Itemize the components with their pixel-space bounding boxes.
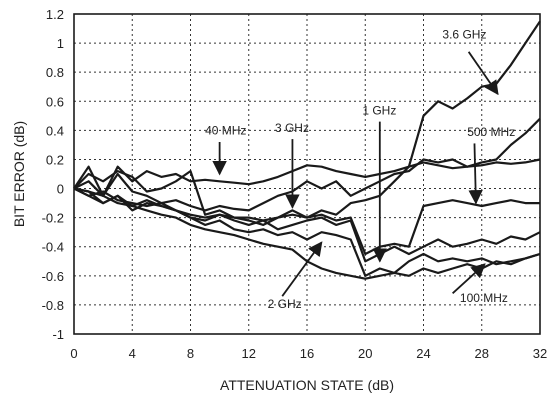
y-tick-label: -0.8 — [42, 298, 64, 313]
annotation-label-500-mhz: 500 MHz — [467, 125, 515, 139]
y-tick-label: -0.4 — [42, 240, 64, 255]
x-tick-label: 8 — [187, 346, 194, 361]
x-tick-label: 4 — [129, 346, 136, 361]
series-line-40-mhz — [73, 158, 541, 197]
x-tick-label: 16 — [300, 346, 314, 361]
series-line-2-ghz — [73, 187, 541, 277]
annotation-label-1-ghz: 1 GHz — [362, 103, 396, 117]
annotations: 3.6 GHz 40 MHz 3 GHz 1 GHz 500 MHz 2 GHz 100 M… — [205, 28, 515, 311]
x-tick-label: 0 — [70, 346, 77, 361]
y-axis: -1 -0.8 -0.6 -0.4 -0.2 0 0.2 0.4 0.6 0.8 1 1.2 — [42, 7, 64, 342]
x-tick-label: 24 — [416, 346, 430, 361]
series-line-3-ghz — [73, 117, 541, 212]
x-axis: 0 4 8 12 16 20 24 28 32 — [70, 346, 547, 361]
y-tick-label: 0.6 — [46, 94, 64, 109]
y-axis-title: BIT ERROR (dB) — [11, 121, 27, 227]
y-tick-label: 0.8 — [46, 65, 64, 80]
y-tick-label: 0.4 — [46, 123, 64, 138]
annotation-label-100-mhz: 100 MHz — [460, 291, 508, 305]
y-tick-label: 1.2 — [46, 7, 64, 22]
annotation-label-3-ghz: 3 GHz — [275, 121, 309, 135]
annotation-arrow-3-6-ghz — [467, 51, 499, 96]
x-tick-label: 12 — [242, 346, 256, 361]
y-tick-label: 0.2 — [46, 152, 64, 167]
x-tick-label: 28 — [475, 346, 489, 361]
series-line-3-6-ghz — [73, 20, 541, 226]
x-tick-label: 32 — [533, 346, 547, 361]
y-tick-label: 1 — [57, 36, 64, 51]
annotation-label-40-mhz: 40 MHz — [205, 124, 246, 138]
y-tick-label: 0 — [57, 182, 64, 197]
y-tick-label: -0.2 — [42, 211, 64, 226]
x-axis-title: ATTENUATION STATE (dB) — [220, 377, 394, 393]
annotation-arrow-2-ghz — [281, 241, 323, 297]
y-tick-label: -1 — [52, 327, 64, 342]
annotation-label-3-6-ghz: 3.6 GHz — [442, 28, 486, 42]
x-tick-label: 20 — [358, 346, 372, 361]
annotation-arrow-100-mhz — [452, 263, 486, 294]
annotation-label-2-ghz: 2 GHz — [268, 297, 302, 311]
y-tick-label: -0.6 — [42, 269, 64, 284]
annotation-arrow-500-mhz — [468, 143, 483, 205]
plot-frame — [73, 13, 541, 335]
